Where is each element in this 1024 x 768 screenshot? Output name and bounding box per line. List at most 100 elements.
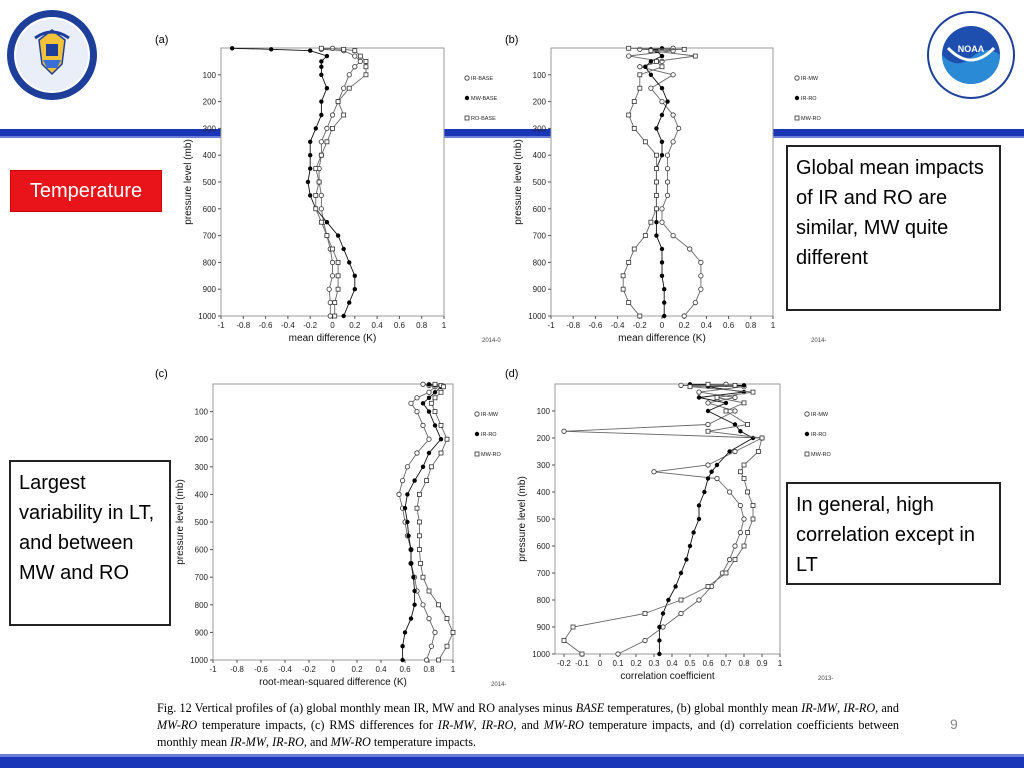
y-axis-label: pressure level (mb) (183, 139, 194, 225)
data-point (687, 246, 693, 252)
data-point (416, 519, 422, 525)
caption-text: temperature impacts. (370, 735, 477, 749)
data-point (732, 394, 738, 401)
plot-footer: 2014- (491, 682, 506, 688)
x-tick-label: 0.1 (612, 659, 624, 668)
data-point (698, 259, 704, 265)
x-tick-label: -0.6 (254, 665, 268, 674)
data-point (335, 286, 341, 292)
data-point (329, 45, 336, 51)
data-point (626, 53, 632, 59)
data-point (659, 99, 665, 105)
data-point (341, 46, 347, 52)
data-point (662, 313, 667, 319)
data-point (324, 233, 330, 239)
data-point (326, 286, 332, 292)
chart-panel-c: (c) -1 -0.8 -0.6 -0.4 -0.2 0 0.2 0.4 0.6 0.8 1 100 20… (155, 366, 525, 696)
x-axis-label: correlation coefficient (620, 671, 715, 682)
data-point (412, 588, 417, 594)
data-point (659, 64, 665, 70)
y-tick-label: 400 (537, 488, 551, 497)
data-point (664, 179, 671, 185)
data-point (626, 300, 632, 306)
data-point (659, 206, 665, 212)
y-tick-label: 700 (533, 232, 547, 241)
data-point (426, 382, 432, 387)
x-tick-label: -0.8 (236, 321, 250, 330)
data-point (732, 543, 738, 549)
x-tick-label: 1 (771, 321, 776, 330)
data-point (745, 489, 751, 495)
data-point (400, 657, 405, 663)
data-point (615, 651, 621, 657)
y-tick-label: 700 (203, 232, 217, 241)
x-tick-label: -1 (547, 321, 555, 330)
data-point (759, 435, 765, 441)
data-point (702, 489, 707, 495)
data-point (426, 436, 432, 442)
data-point (750, 503, 756, 508)
data-point (319, 112, 324, 118)
data-point (426, 389, 432, 395)
legend-label: IR-MW (481, 412, 499, 418)
data-point (659, 58, 665, 64)
data-point (659, 219, 665, 225)
y-tick-label: 300 (533, 124, 547, 133)
data-point (696, 395, 702, 400)
data-point (432, 629, 438, 635)
data-point (637, 85, 643, 91)
x-axis-label: mean difference (K) (289, 333, 377, 344)
x-tick-label: 0.4 (372, 321, 384, 330)
data-point (648, 219, 654, 225)
data-point (626, 112, 632, 118)
x-axis-label: mean difference (K) (618, 333, 706, 344)
legend-label: IR-MW (811, 412, 829, 418)
y-tick-label: 1000 (532, 650, 550, 659)
y-tick-label: 1000 (190, 656, 208, 665)
data-point (426, 616, 432, 622)
data-point (402, 630, 408, 635)
data-point (432, 390, 438, 395)
data-point (313, 126, 318, 131)
data-point (335, 233, 341, 238)
x-tick-label: 0.4 (375, 665, 387, 674)
data-point (329, 112, 336, 118)
data-point (637, 313, 643, 319)
top-banner-bar (0, 129, 1024, 136)
data-point (561, 428, 567, 434)
x-tick-label: 1 (451, 665, 456, 674)
data-point (741, 516, 747, 522)
data-point (438, 437, 444, 442)
data-point (330, 126, 335, 131)
caption-text: temperatures, (b) global monthly mean (604, 701, 802, 715)
data-point (420, 464, 426, 469)
data-point (428, 643, 434, 649)
data-point (308, 166, 313, 171)
legend-label: IR-RO (811, 432, 827, 438)
data-point (676, 125, 682, 132)
data-point (670, 112, 676, 118)
data-point (654, 152, 659, 158)
data-point (681, 313, 687, 319)
data-point (654, 220, 659, 225)
data-point (313, 166, 319, 172)
data-point (741, 400, 747, 406)
data-point (698, 286, 704, 292)
y-tick-label: 700 (195, 573, 209, 582)
data-point (687, 384, 693, 390)
data-point (657, 651, 662, 657)
data-point (313, 192, 319, 198)
data-point (696, 503, 702, 508)
data-point (316, 179, 322, 185)
data-point (727, 489, 733, 495)
data-point (363, 72, 369, 78)
data-point (696, 516, 702, 522)
data-point (714, 462, 720, 468)
data-point (444, 643, 450, 649)
data-point (411, 575, 416, 580)
x-tick-label: 0 (330, 321, 335, 330)
data-point (745, 422, 751, 427)
data-point (308, 48, 313, 53)
y-tick-label: 600 (203, 205, 217, 214)
data-point (651, 469, 657, 475)
